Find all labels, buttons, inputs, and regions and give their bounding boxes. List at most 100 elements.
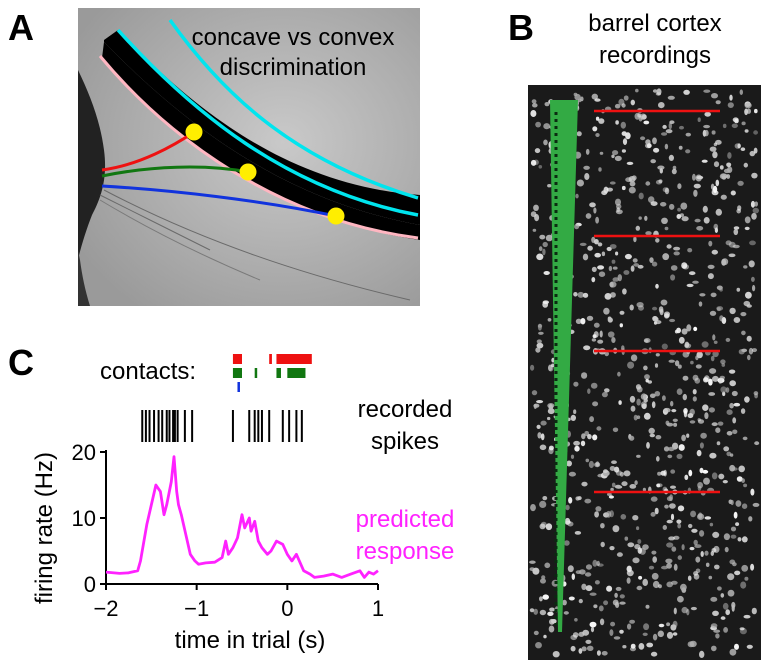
cell <box>696 226 704 231</box>
surface-edge-pink <box>98 55 419 240</box>
predicted-label-2: response <box>355 538 455 565</box>
cell <box>585 213 592 219</box>
cell <box>587 245 593 251</box>
cell <box>593 207 597 214</box>
cell <box>594 98 601 102</box>
cell <box>733 402 741 407</box>
cell <box>595 116 600 121</box>
cell <box>632 258 638 263</box>
cell <box>710 292 717 298</box>
cell <box>547 416 551 421</box>
cell <box>652 556 657 563</box>
cell <box>603 469 608 474</box>
cell <box>539 234 546 240</box>
cell <box>649 393 656 399</box>
cell <box>646 442 650 449</box>
cell <box>689 420 696 424</box>
cell <box>537 324 543 328</box>
cell <box>704 550 709 556</box>
cell <box>609 244 617 249</box>
cell <box>724 546 729 553</box>
cell <box>601 190 608 196</box>
cell <box>637 264 644 269</box>
cell <box>591 266 597 273</box>
cell <box>677 364 682 369</box>
cell <box>719 315 724 322</box>
cell <box>534 214 540 222</box>
cell <box>685 132 691 137</box>
cell <box>689 640 697 648</box>
cell <box>607 331 615 338</box>
cell <box>717 421 724 426</box>
cell <box>710 623 718 629</box>
cell <box>684 474 689 480</box>
cell <box>652 137 657 145</box>
panel-letter-b: B <box>508 7 534 48</box>
cell <box>690 360 694 365</box>
cell <box>701 159 708 163</box>
cell <box>749 240 756 246</box>
cell <box>629 304 634 311</box>
cell <box>709 368 717 374</box>
cell <box>543 139 548 146</box>
cell <box>594 511 599 518</box>
cell <box>629 395 636 403</box>
cell <box>731 601 736 609</box>
cell <box>585 639 592 645</box>
cell <box>743 265 748 269</box>
cell <box>636 454 641 458</box>
y-axis-label: firing rate (Hz) <box>31 452 58 604</box>
cell <box>707 264 715 269</box>
cell <box>734 570 741 576</box>
contact-point <box>239 163 257 181</box>
cell <box>530 110 537 117</box>
cell <box>720 359 726 365</box>
cell <box>627 542 635 548</box>
cell <box>670 513 675 521</box>
cell <box>713 340 718 344</box>
cell <box>533 630 539 636</box>
cell <box>716 285 723 291</box>
cell <box>547 611 554 616</box>
cell <box>668 122 672 130</box>
cell <box>589 621 597 628</box>
cell <box>727 573 735 581</box>
cell <box>687 575 692 581</box>
cell <box>729 402 734 409</box>
cell <box>568 596 575 601</box>
cell <box>614 103 621 109</box>
cell <box>743 300 751 307</box>
cell <box>644 374 650 380</box>
cell <box>740 312 747 317</box>
cell <box>670 469 676 474</box>
cell <box>665 420 670 426</box>
cell <box>666 496 673 502</box>
cell <box>682 375 689 381</box>
whisker-green <box>101 165 249 178</box>
cell <box>610 292 616 298</box>
cell <box>536 253 544 261</box>
surface-edge-cyan-1 <box>116 28 419 217</box>
cell <box>681 216 689 222</box>
cell <box>672 418 678 422</box>
cell <box>723 168 731 174</box>
spikes-label-1: recorded <box>357 396 453 423</box>
cell <box>671 168 677 175</box>
cell <box>654 391 661 397</box>
cell <box>568 471 577 477</box>
cell <box>686 283 694 288</box>
cell <box>711 472 718 480</box>
cell <box>592 559 598 567</box>
cell <box>696 175 704 180</box>
cell <box>657 630 664 638</box>
cell <box>710 596 718 602</box>
cell <box>540 420 547 426</box>
cell <box>750 200 756 208</box>
cell <box>715 139 722 145</box>
cell <box>636 585 643 591</box>
cell <box>698 512 703 519</box>
cell <box>543 634 547 639</box>
cell <box>652 89 658 93</box>
cell <box>746 335 752 342</box>
